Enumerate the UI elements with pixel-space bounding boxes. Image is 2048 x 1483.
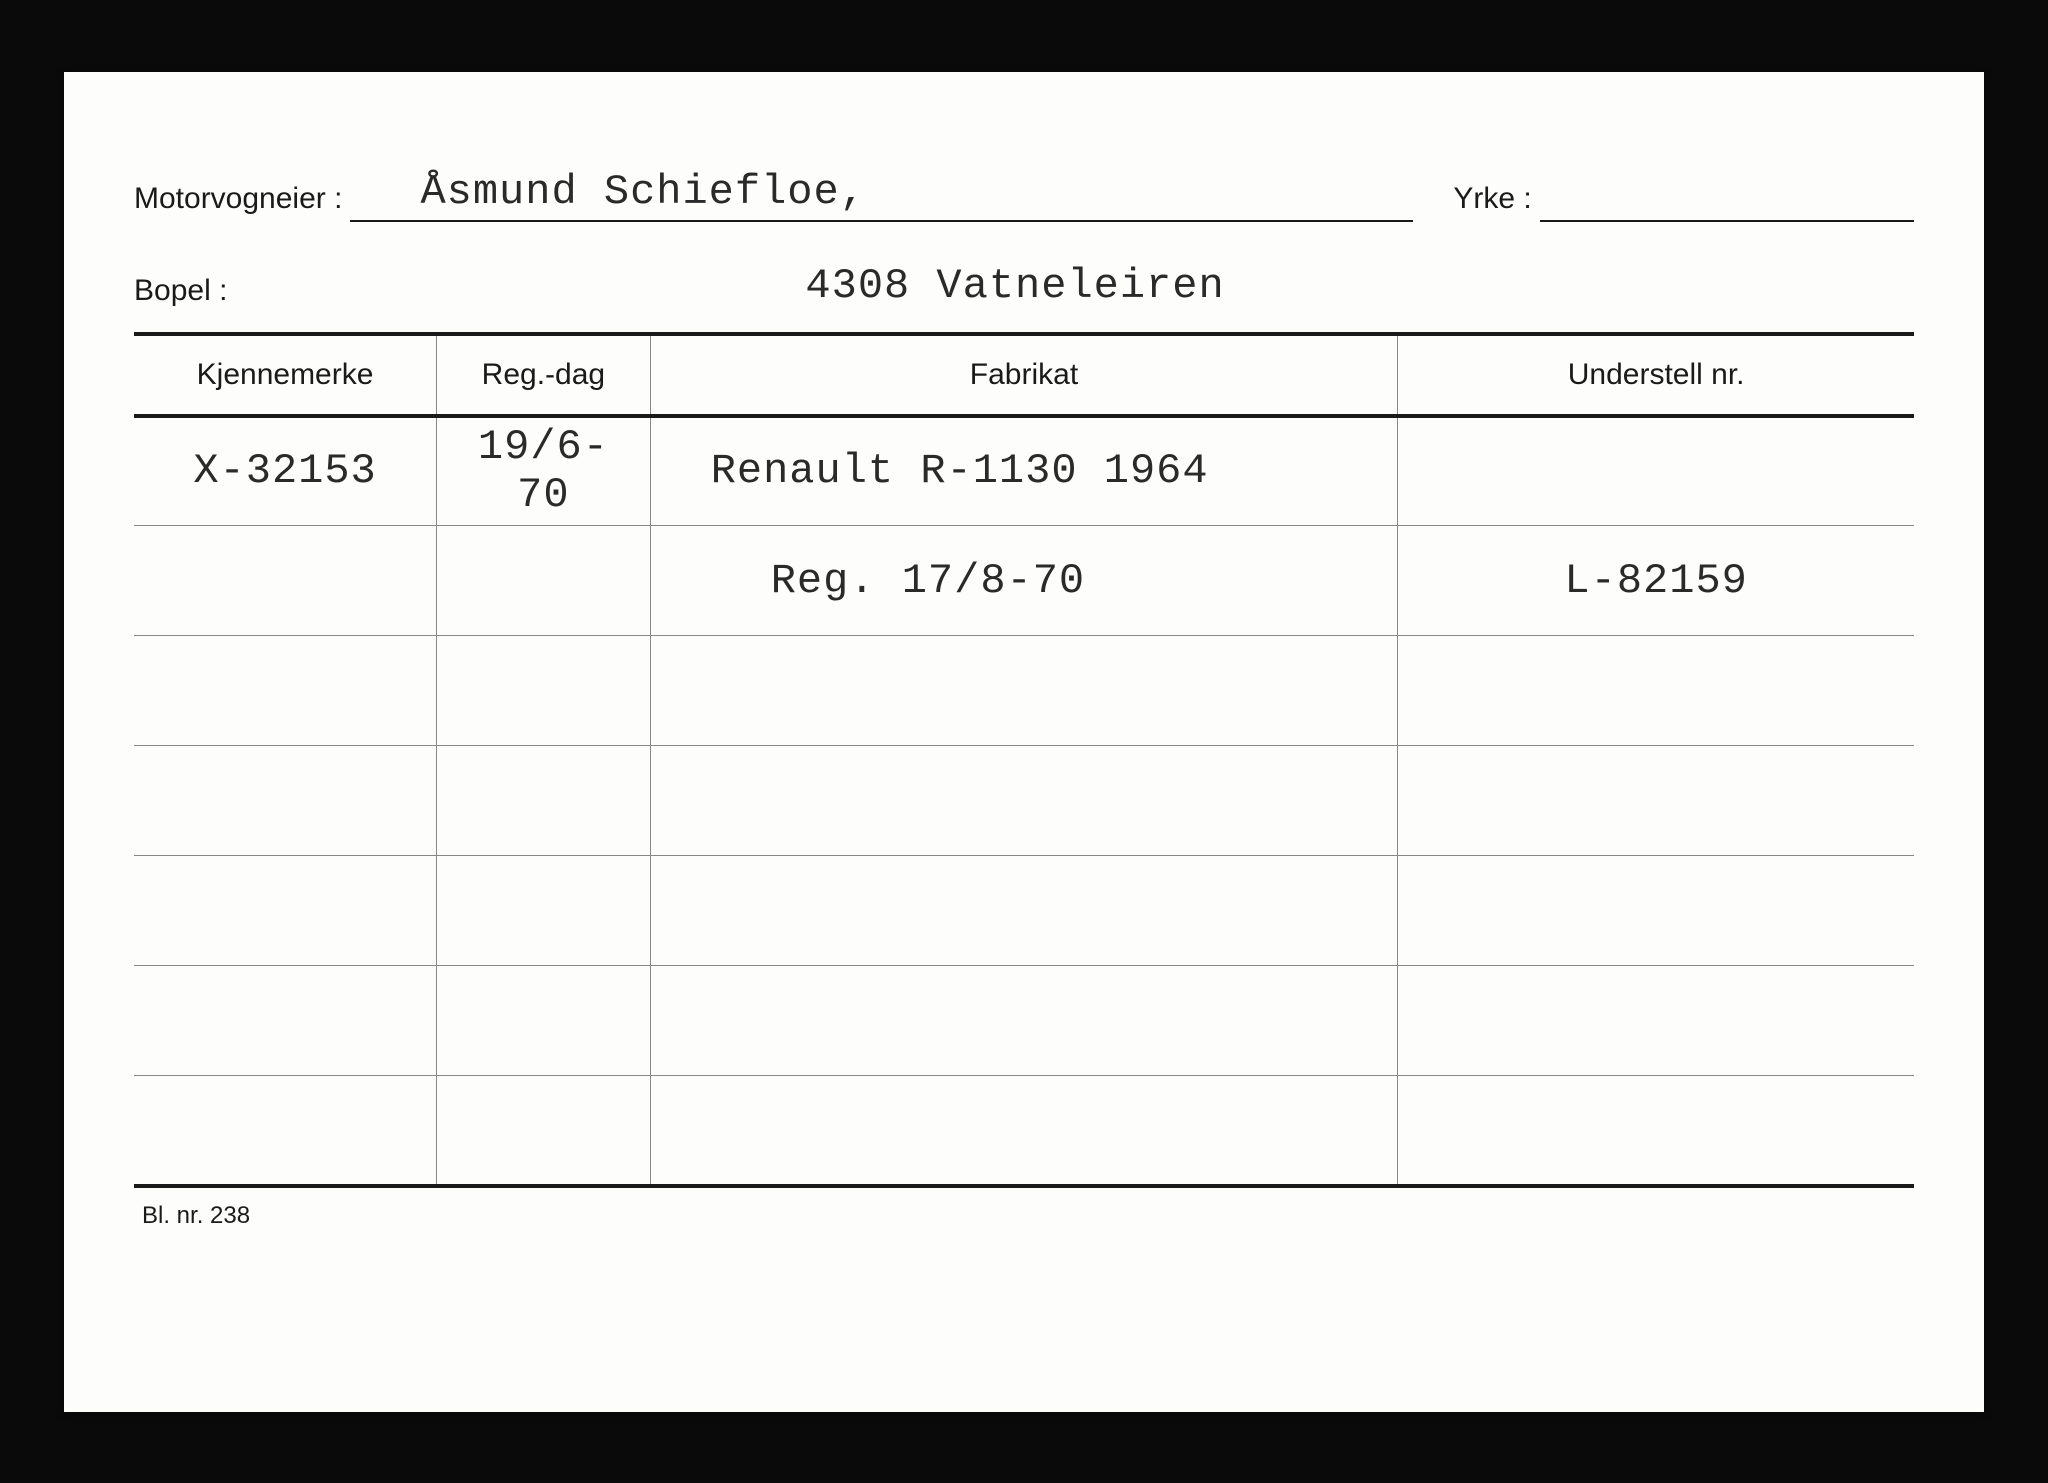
cell-kjennemerke (134, 526, 437, 636)
cell-understell (1398, 856, 1914, 966)
cell-kjennemerke (134, 1076, 437, 1186)
residence-row: Bopel : 4308 Vatneleiren (134, 264, 1914, 314)
residence-field-line: 4308 Vatneleiren (235, 264, 1914, 314)
col-header-kjennemerke: Kjennemerke (134, 336, 437, 416)
col-header-understell: Understell nr. (1398, 336, 1914, 416)
cell-kjennemerke (134, 856, 437, 966)
cell-regdag (437, 856, 651, 966)
table-row: Reg. 17/8-70 L-82159 (134, 526, 1914, 636)
cell-fabrikat: Renault R-1130 1964 (650, 416, 1398, 526)
cell-fabrikat (650, 636, 1398, 746)
cell-regdag (437, 1076, 651, 1186)
cell-fabrikat (650, 856, 1398, 966)
table-row (134, 966, 1914, 1076)
table-row (134, 856, 1914, 966)
cell-regdag: 19/6-70 (437, 416, 651, 526)
table-row (134, 746, 1914, 856)
cell-fabrikat: Reg. 17/8-70 (650, 526, 1398, 636)
col-header-fabrikat: Fabrikat (650, 336, 1398, 416)
cell-kjennemerke (134, 746, 437, 856)
vehicle-table-container: Kjennemerke Reg.-dag Fabrikat Understell… (134, 332, 1914, 1188)
cell-regdag (437, 966, 651, 1076)
owner-label: Motorvogneier : (134, 182, 342, 222)
cell-understell (1398, 966, 1914, 1076)
residence-label: Bopel : (134, 274, 227, 314)
cell-understell (1398, 746, 1914, 856)
cell-fabrikat (650, 966, 1398, 1076)
residence-value: 4308 Vatneleiren (805, 262, 1224, 310)
cell-understell (1398, 416, 1914, 526)
cell-kjennemerke (134, 636, 437, 746)
cell-understell (1398, 636, 1914, 746)
table-row: X-32153 19/6-70 Renault R-1130 1964 (134, 416, 1914, 526)
occupation-field-line (1540, 172, 1914, 222)
cell-kjennemerke: X-32153 (134, 416, 437, 526)
table-row (134, 1076, 1914, 1186)
owner-field-line: Åsmund Schiefloe, (350, 172, 1413, 222)
vehicle-table: Kjennemerke Reg.-dag Fabrikat Understell… (134, 336, 1914, 1188)
cell-fabrikat (650, 1076, 1398, 1186)
occupation-group: Yrke : (1453, 172, 1914, 222)
owner-value: Åsmund Schiefloe, (420, 168, 865, 216)
cell-fabrikat (650, 746, 1398, 856)
occupation-label: Yrke : (1453, 182, 1531, 222)
col-header-regdag: Reg.-dag (437, 336, 651, 416)
form-number: Bl. nr. 238 (142, 1202, 1914, 1230)
cell-understell: L-82159 (1398, 526, 1914, 636)
owner-row: Motorvogneier : Åsmund Schiefloe, Yrke : (134, 172, 1914, 222)
table-row (134, 636, 1914, 746)
cell-regdag (437, 746, 651, 856)
cell-regdag (437, 526, 651, 636)
cell-kjennemerke (134, 966, 437, 1076)
table-header-row: Kjennemerke Reg.-dag Fabrikat Understell… (134, 336, 1914, 416)
table-body: X-32153 19/6-70 Renault R-1130 1964 Reg.… (134, 416, 1914, 1186)
cell-understell (1398, 1076, 1914, 1186)
registration-card: Motorvogneier : Åsmund Schiefloe, Yrke :… (64, 72, 1984, 1412)
cell-regdag (437, 636, 651, 746)
